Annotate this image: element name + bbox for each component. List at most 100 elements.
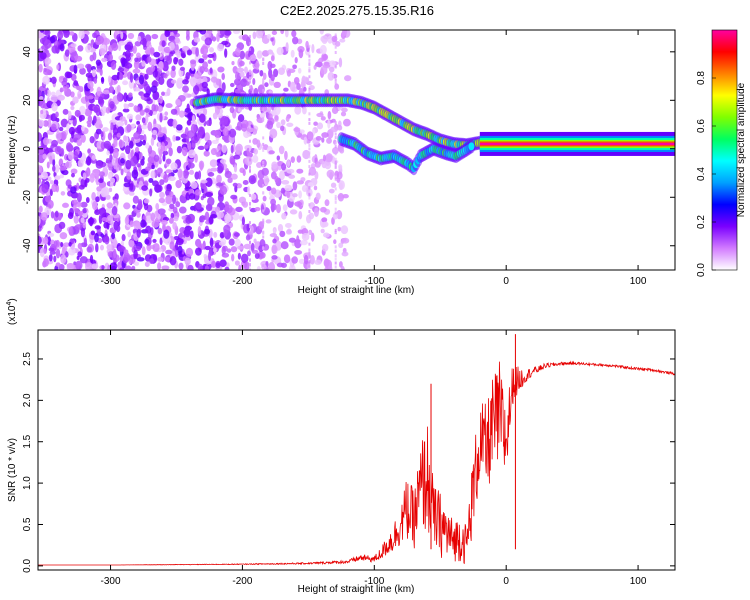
- spectrogram-noise-cell: [203, 150, 210, 157]
- snr-x-tick-label: -300: [101, 576, 121, 587]
- spectrogram-streak-cell: [249, 80, 251, 84]
- spectrogram-noise-cell: [235, 71, 240, 80]
- spectrogram-noise-cell: [149, 47, 155, 55]
- snr-x-axis-label: Height of straight line (km): [298, 584, 415, 595]
- spectrogram-noise-cell: [144, 238, 150, 245]
- spectrogram-streak-cell: [308, 203, 311, 207]
- spectrogram-noise-cell: [220, 115, 229, 126]
- spectrogram-streak-cell: [249, 206, 251, 210]
- spectrogram-noise-cell: [96, 68, 102, 73]
- spectrogram-noise-cell: [230, 246, 238, 253]
- spectrogram-noise-cell: [98, 214, 103, 225]
- spectrogram-noise-cell: [201, 53, 209, 59]
- spectrogram-noise-cell: [142, 139, 146, 146]
- spectrogram-noise-cell: [224, 30, 232, 36]
- spectrogram-noise-cell: [168, 175, 176, 182]
- spectrogram-streak-cell: [334, 145, 337, 149]
- spectrogram-noise-cell: [83, 237, 88, 247]
- spectrogram-noise-cell: [338, 164, 343, 170]
- spectrogram-noise-cell: [320, 35, 329, 43]
- spectrogram-noise-cell: [51, 102, 58, 112]
- spectrogram-streak-cell: [249, 69, 251, 73]
- spectrogram-noise-cell: [296, 168, 304, 174]
- spectrogram-noise-cell: [49, 35, 56, 44]
- spectrogram-streak-cell: [308, 242, 311, 246]
- spectrogram-noise-cell: [151, 164, 155, 170]
- spectrogram-noise-cell: [53, 240, 58, 247]
- spectrogram-noise-cell: [108, 86, 115, 94]
- snr-panel: -300 -200 -100 0 100 0.0 0.5 1.0 1.5 2.0 2.5 Heigh…: [6, 298, 676, 595]
- spectrogram-noise-cell: [224, 170, 232, 179]
- spectrogram-noise-cell: [340, 265, 345, 270]
- spectrogram-noise-cell: [138, 74, 145, 85]
- spectrogram-noise-cell: [109, 262, 118, 270]
- spectrogram-streak-cell: [249, 148, 251, 151]
- spectrogram-noise-cell: [163, 46, 172, 54]
- spectrogram-noise-cell: [164, 30, 171, 38]
- spectrogram-noise-cell: [241, 124, 248, 132]
- spectrogram-noise-cell: [53, 255, 57, 263]
- spectrogram-noise-cell: [135, 146, 140, 153]
- spectrogram-noise-cell: [285, 115, 290, 122]
- spectrogram-noise-cell: [322, 53, 329, 61]
- spectrogram-streak-cell: [262, 88, 265, 92]
- spectrogram-noise-cell: [262, 72, 267, 80]
- spectrogram-noise-cell: [210, 148, 217, 156]
- spectrogram-noise-cell: [230, 82, 235, 88]
- spectrogram-noise-cell: [126, 171, 132, 180]
- spectrogram-noise-cell: [150, 64, 155, 72]
- spectrogram-streak-cell: [334, 228, 337, 232]
- spectrogram-noise-cell: [128, 102, 134, 108]
- spectrogram-noise-cell: [157, 105, 163, 112]
- spectrogram-noise-cell: [133, 220, 141, 230]
- spectrogram-streak-cell: [249, 221, 251, 225]
- spectrogram-noise-cell: [63, 30, 70, 39]
- spectrogram-streak-cell: [262, 209, 265, 213]
- spectrogram-noise-cell: [240, 253, 249, 264]
- spectrogram-noise-cell: [135, 52, 141, 59]
- spectrogram-noise-cell: [168, 35, 176, 42]
- spectrogram-noise-cell: [332, 212, 338, 220]
- spectrogram-noise-cell: [73, 64, 78, 74]
- spectrogram-noise-cell: [55, 131, 63, 141]
- spectrogram-noise-cell: [90, 230, 96, 236]
- spectrogram-noise-cell: [328, 66, 335, 73]
- spectrogram-noise-cell: [274, 175, 279, 183]
- spectrogram-noise-cell: [98, 171, 105, 177]
- spectrogram-noise-cell: [308, 212, 315, 220]
- spectrogram-noise-cell: [45, 52, 51, 58]
- spectrogram-noise-cell: [209, 47, 214, 53]
- spectrogram-streak-cell: [308, 231, 311, 235]
- spectrogram-streak-cell: [308, 165, 311, 169]
- spectrogram-noise-cell: [233, 78, 242, 86]
- colorbar-tick-label: 0.6: [696, 119, 707, 133]
- spectrogram-noise-cell: [138, 199, 143, 205]
- spectrogram-noise-cell: [248, 175, 256, 185]
- spectrogram-noise-cell: [170, 108, 178, 115]
- spectrogram-noise-cell: [190, 181, 198, 190]
- spectrogram-noise-cell: [170, 79, 177, 84]
- spectrogram-noise-cell: [134, 40, 142, 47]
- spectrogram-noise-cell: [227, 177, 233, 184]
- spectrogram-streak-cell: [334, 194, 337, 198]
- spectrogram-noise-cell: [271, 244, 277, 255]
- spectrogram-noise-cell: [200, 179, 208, 184]
- spectrogram-noise-cell: [284, 150, 288, 161]
- spectrogram-noise-cell: [57, 30, 64, 40]
- spectrogram-noise-cell: [99, 124, 103, 129]
- spectrogram-streak-cell: [249, 85, 251, 89]
- spectrogram-streak-cell: [262, 142, 265, 146]
- spectrogram-noise-cell: [321, 132, 329, 138]
- spectrogram-noise-cell: [268, 150, 275, 155]
- spectrogram-noise-cell: [217, 193, 224, 203]
- spectrogram-noise-cell: [280, 119, 286, 126]
- spectrogram-noise-cell: [152, 129, 158, 136]
- spectrogram-noise-cell: [204, 37, 212, 46]
- spectrogram-noise-cell: [333, 239, 337, 245]
- spectrogram-noise-cell: [86, 120, 93, 125]
- spectrogram-noise-cell: [123, 252, 131, 262]
- spectrogram-noise-cell: [281, 212, 287, 220]
- spectrogram-noise-cell: [221, 135, 228, 141]
- spectrogram-noise-cell: [42, 153, 47, 160]
- spectrogram-noise-cell: [186, 103, 190, 112]
